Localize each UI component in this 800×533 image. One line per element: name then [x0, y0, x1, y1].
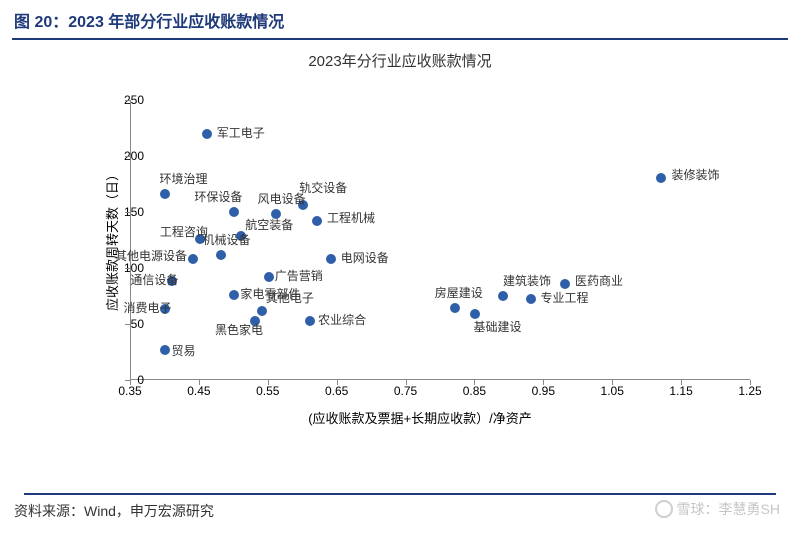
- watermark: 雪球：李慧勇SH: [655, 499, 780, 519]
- data-point: [656, 173, 666, 183]
- x-tick-label: 0.45: [179, 384, 219, 398]
- data-label: 轨交设备: [299, 179, 347, 196]
- x-tick-label: 0.85: [454, 384, 494, 398]
- data-label: 农业综合: [318, 311, 366, 328]
- data-point: [560, 279, 570, 289]
- data-point: [202, 129, 212, 139]
- data-label: 房屋建设: [435, 284, 483, 301]
- data-label: 消费电子: [123, 299, 171, 316]
- data-point: [160, 189, 170, 199]
- data-label: 航空装备: [245, 216, 293, 233]
- data-point: [450, 303, 460, 313]
- data-point: [264, 272, 274, 282]
- data-label: 基础建设: [473, 318, 521, 335]
- data-label: 医药商业: [575, 272, 623, 289]
- data-label: 广告营销: [275, 267, 323, 284]
- data-point: [229, 207, 239, 217]
- y-tick-label: 200: [104, 149, 144, 163]
- data-label: 环保设备: [194, 188, 242, 205]
- data-point: [229, 290, 239, 300]
- data-point: [305, 316, 315, 326]
- data-label: 黑色家电: [215, 321, 263, 338]
- data-point: [498, 291, 508, 301]
- data-point: [160, 345, 170, 355]
- figure-header: 图 20：2023 年部分行业应收账款情况: [0, 0, 800, 38]
- x-tick-label: 1.15: [661, 384, 701, 398]
- x-axis-label: (应收账款及票据+长期应收款）/净资产: [70, 408, 770, 427]
- watermark-text: 雪球：李慧勇SH: [677, 499, 780, 519]
- x-tick-label: 0.35: [110, 384, 150, 398]
- data-point: [257, 306, 267, 316]
- data-label: 贸易: [171, 342, 195, 359]
- watermark-icon: [655, 500, 673, 518]
- chart-title: 2023年分行业应收账款情况: [0, 40, 800, 75]
- data-point: [326, 254, 336, 264]
- data-label: 环境治理: [159, 170, 207, 187]
- data-point: [312, 216, 322, 226]
- y-tick-label: 100: [104, 261, 144, 275]
- scatter-chart: 应收账款周转天数（日） 军工电子装修装饰 环境治理轨交设备环保设备风电设备工程机械…: [70, 90, 770, 440]
- x-tick-label: 0.65: [317, 384, 357, 398]
- y-tick-label: 250: [104, 93, 144, 107]
- data-label: 工程咨询: [160, 223, 208, 240]
- data-label: 其他电子: [266, 289, 314, 306]
- data-point: [526, 294, 536, 304]
- x-tick-label: 0.75: [386, 384, 426, 398]
- footer-rule: [24, 493, 776, 495]
- x-tick-label: 1.25: [730, 384, 770, 398]
- data-label: 军工电子: [217, 124, 265, 141]
- source-line: 资料来源：Wind，申万宏源研究: [14, 501, 214, 521]
- data-label: 机械设备: [203, 231, 251, 248]
- y-axis-label: 应收账款周转天数（日）: [102, 168, 121, 311]
- plot-area: 军工电子装修装饰 环境治理轨交设备环保设备风电设备工程机械 航空装备 工程咨询机械设备…: [130, 100, 750, 380]
- data-label: 电网设备: [341, 249, 389, 266]
- data-label: 风电设备: [258, 190, 306, 207]
- data-point: [216, 250, 226, 260]
- x-tick-label: 0.95: [523, 384, 563, 398]
- x-tick-label: 0.55: [248, 384, 288, 398]
- x-tick-label: 1.05: [592, 384, 632, 398]
- data-point: [188, 254, 198, 264]
- y-tick-label: 150: [104, 205, 144, 219]
- y-tick-label: 50: [104, 317, 144, 331]
- data-label: 专业工程: [541, 289, 589, 306]
- data-label: 工程机械: [327, 209, 375, 226]
- data-label: 建筑装饰: [503, 272, 551, 289]
- figure-title: 图 20：2023 年部分行业应收账款情况: [14, 14, 284, 31]
- data-label: 装修装饰: [671, 166, 719, 183]
